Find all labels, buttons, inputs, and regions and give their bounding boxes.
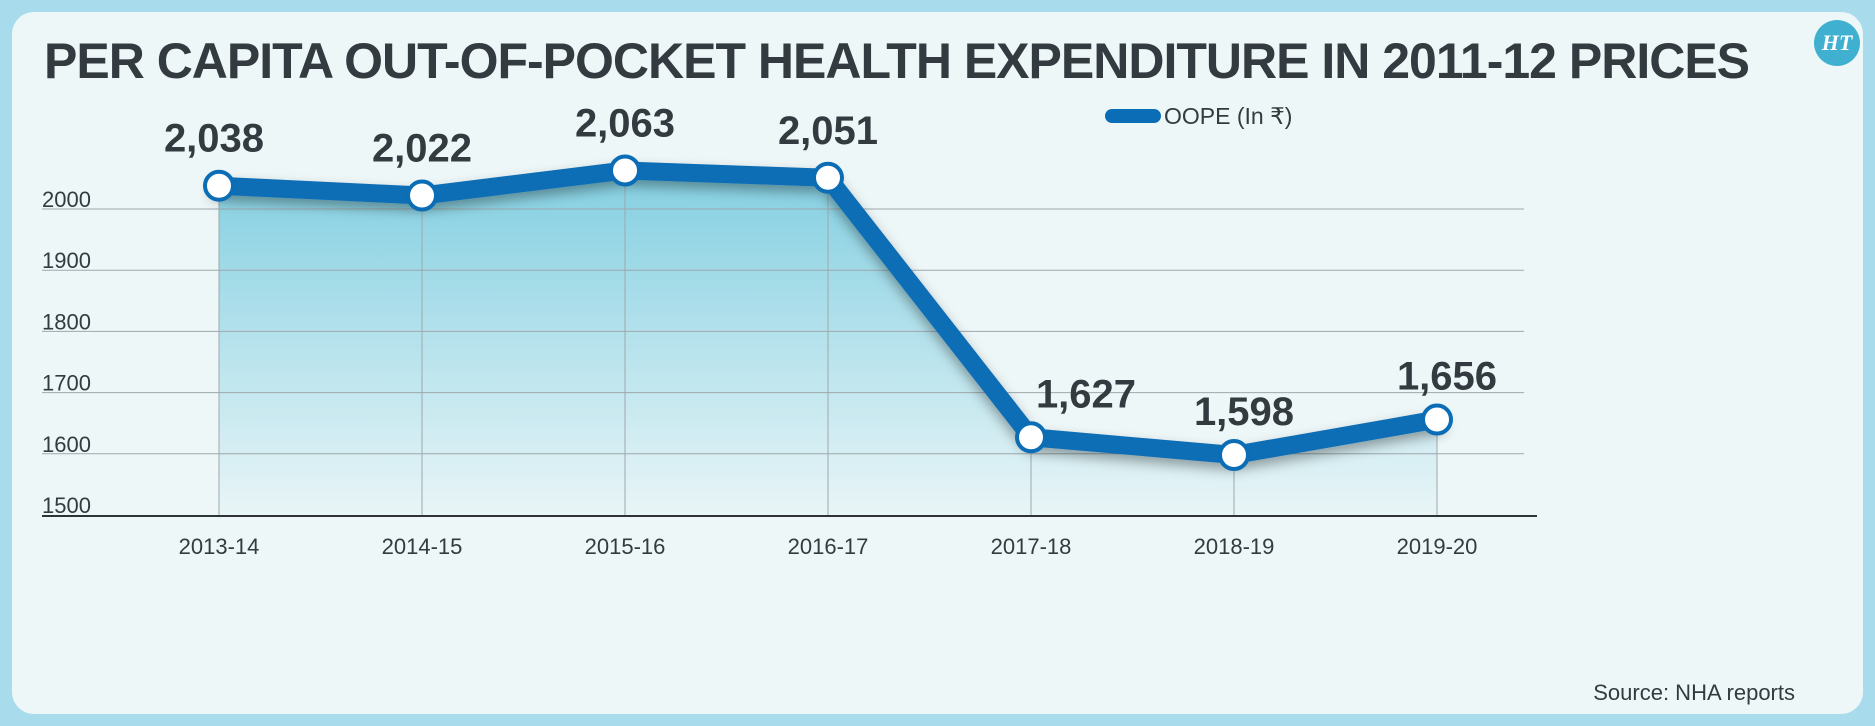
x-tick-label: 2019-20: [1397, 534, 1478, 559]
y-tick-label: 2000: [42, 187, 91, 212]
x-tick-label: 2015-16: [585, 534, 666, 559]
y-tick-label: 1500: [42, 493, 91, 518]
data-label: 2,038: [164, 117, 264, 161]
data-label: 1,656: [1397, 355, 1497, 399]
data-point: [1421, 403, 1453, 436]
y-tick-label: 1800: [42, 309, 91, 334]
data-label: 1,598: [1194, 390, 1294, 434]
data-label: 2,051: [778, 109, 878, 153]
data-point: [1218, 439, 1250, 472]
data-point: [406, 179, 438, 212]
y-tick-label: 1600: [42, 432, 91, 457]
y-tick-label: 1900: [42, 248, 91, 273]
x-tick-label: 2013-14: [179, 534, 260, 559]
x-tick-label: 2014-15: [382, 534, 463, 559]
x-tick-label: 2017-18: [991, 534, 1072, 559]
chart-card: PER CAPITA OUT-OF-POCKET HEALTH EXPENDIT…: [12, 12, 1863, 714]
source-note: Source: NHA reports: [1593, 680, 1795, 705]
data-point: [1015, 421, 1047, 454]
legend-label: OOPE (In ₹): [1164, 103, 1292, 129]
data-point: [609, 154, 641, 187]
x-tick-label: 2016-17: [788, 534, 869, 559]
y-tick-label: 1700: [42, 371, 91, 396]
data-point: [812, 161, 844, 194]
data-point: [203, 169, 235, 202]
line-chart: 1500 1600 1700 1800 1900 2000 2013-14 2014-15 20…: [42, 101, 1537, 559]
data-label: 2,063: [575, 101, 675, 145]
x-tick-label: 2018-19: [1194, 534, 1275, 559]
data-label: 2,022: [372, 127, 472, 171]
ht-logo-icon: HT: [1814, 20, 1860, 66]
chart-title: PER CAPITA OUT-OF-POCKET HEALTH EXPENDIT…: [44, 33, 1750, 89]
data-label: 1,627: [1036, 372, 1136, 416]
